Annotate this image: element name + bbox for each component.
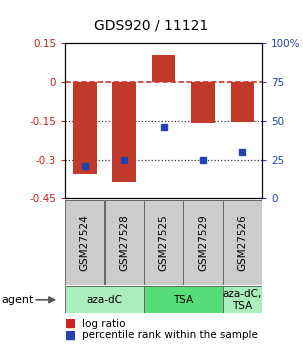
Text: agent: agent (2, 295, 34, 305)
Bar (112, 82, 136, 181)
Bar (191, 82, 215, 124)
Bar (65, 200, 105, 285)
Text: log ratio: log ratio (82, 319, 125, 328)
Text: aza-dC,
TSA: aza-dC, TSA (223, 289, 262, 311)
Bar (231, 82, 254, 122)
Text: percentile rank within the sample: percentile rank within the sample (82, 331, 258, 340)
Bar (65, 286, 144, 313)
Text: TSA: TSA (173, 295, 193, 305)
Text: GSM27526: GSM27526 (237, 214, 248, 271)
Text: GSM27524: GSM27524 (80, 214, 90, 271)
Bar (105, 200, 144, 285)
Bar (223, 286, 262, 313)
Text: GDS920 / 11121: GDS920 / 11121 (94, 19, 209, 33)
Text: aza-dC: aza-dC (87, 295, 122, 305)
Bar (183, 200, 223, 285)
Bar (73, 82, 97, 174)
Text: GSM27528: GSM27528 (119, 214, 129, 271)
Text: ■: ■ (65, 317, 76, 330)
Bar (223, 200, 262, 285)
Bar (152, 55, 175, 82)
Text: ■: ■ (65, 329, 76, 342)
Bar (144, 286, 223, 313)
Text: GSM27529: GSM27529 (198, 214, 208, 271)
Text: GSM27525: GSM27525 (158, 214, 169, 271)
Bar (144, 200, 183, 285)
